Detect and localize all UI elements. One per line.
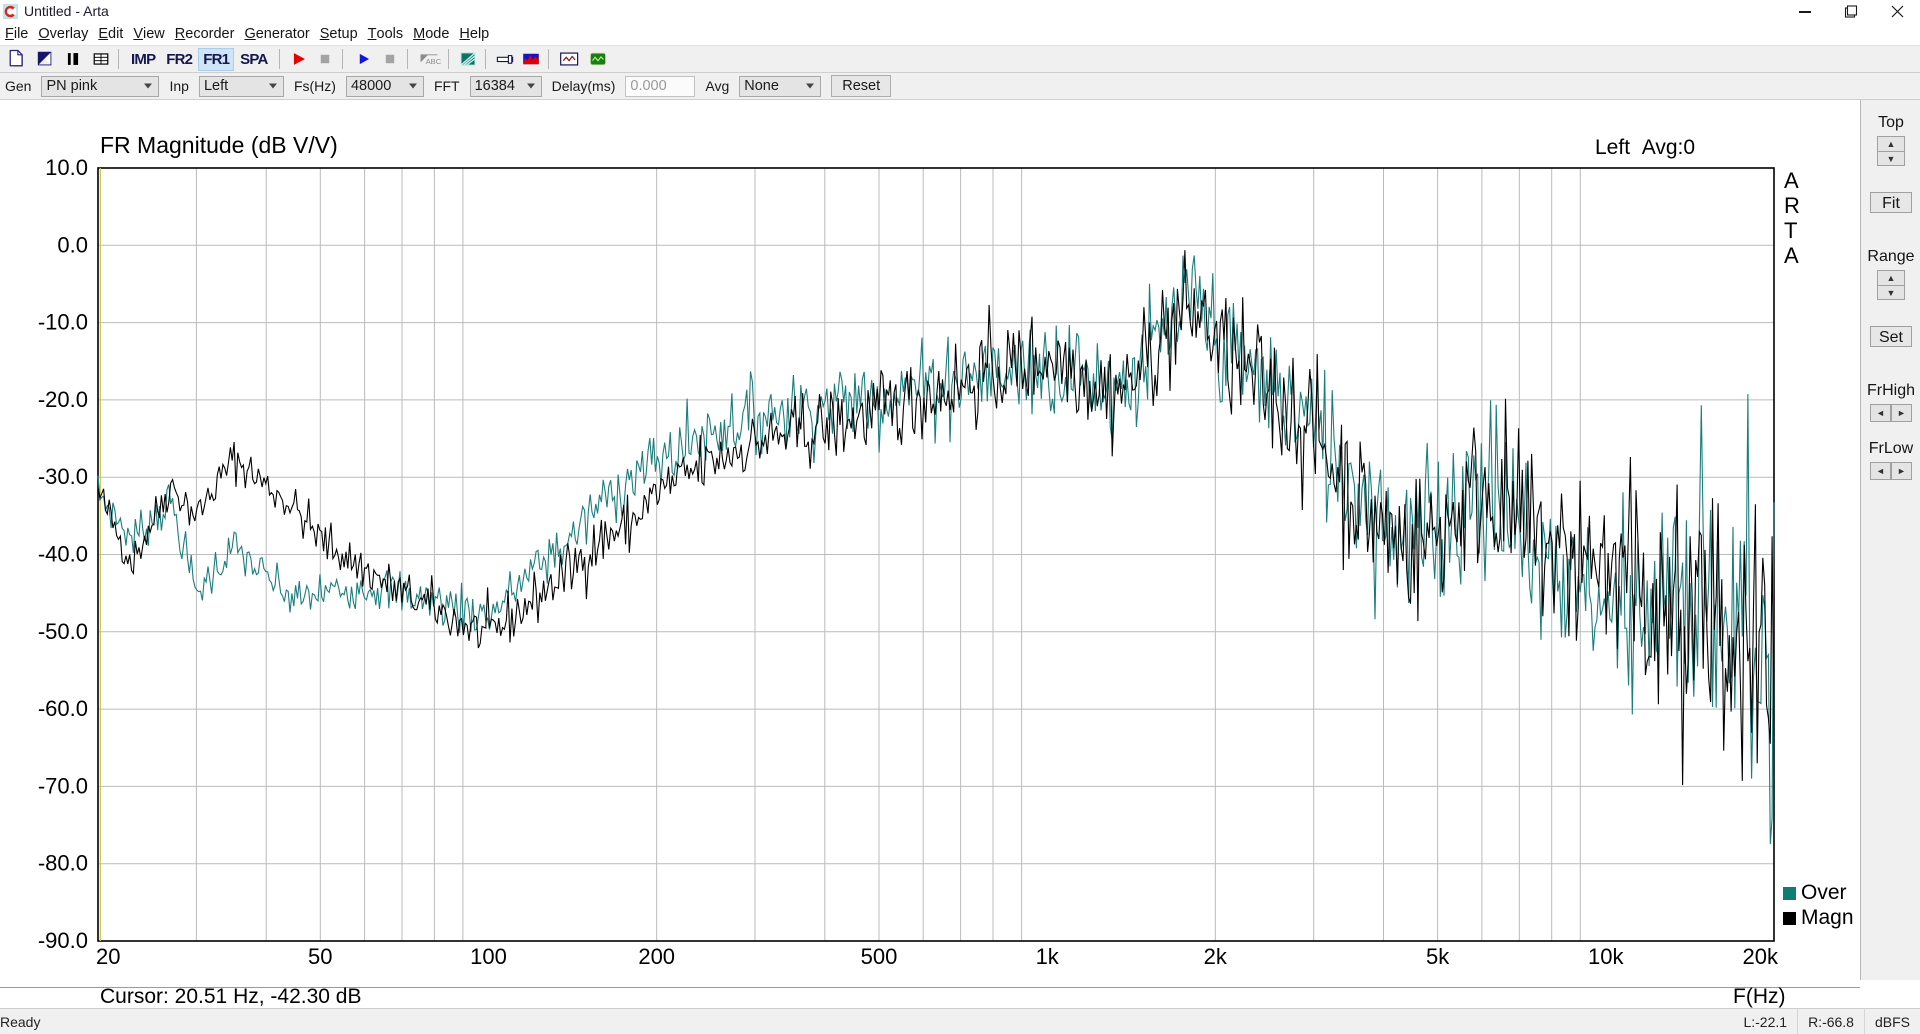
svg-text:-80.0: -80.0 [38,851,88,876]
svg-text:20k: 20k [1743,944,1779,969]
svg-text:-60.0: -60.0 [38,696,88,721]
svg-text:-20.0: -20.0 [38,387,88,412]
svg-text:-70.0: -70.0 [38,773,88,798]
svg-text:5k: 5k [1426,944,1450,969]
svg-text:100: 100 [470,944,507,969]
svg-text:Magn: Magn [1801,906,1854,929]
svg-text:-50.0: -50.0 [38,619,88,644]
svg-text:1k: 1k [1036,944,1060,969]
svg-text:200: 200 [638,944,675,969]
svg-text:T: T [1784,218,1797,243]
svg-text:A: A [1784,243,1799,268]
svg-text:A: A [1784,168,1799,193]
svg-text:-90.0: -90.0 [38,928,88,953]
svg-text:R: R [1784,193,1800,218]
svg-text:-10.0: -10.0 [38,310,88,335]
svg-text:Over: Over [1801,881,1847,904]
svg-text:-30.0: -30.0 [38,464,88,489]
svg-text:10.0: 10.0 [45,155,88,180]
svg-text:2k: 2k [1204,944,1228,969]
svg-text:20: 20 [96,944,120,969]
svg-text:-40.0: -40.0 [38,542,88,567]
svg-text:ABC: ABC [425,57,441,66]
svg-text:50: 50 [308,944,332,969]
svg-text:500: 500 [861,944,898,969]
svg-text:10k: 10k [1588,944,1624,969]
svg-text:0.0: 0.0 [57,232,88,257]
